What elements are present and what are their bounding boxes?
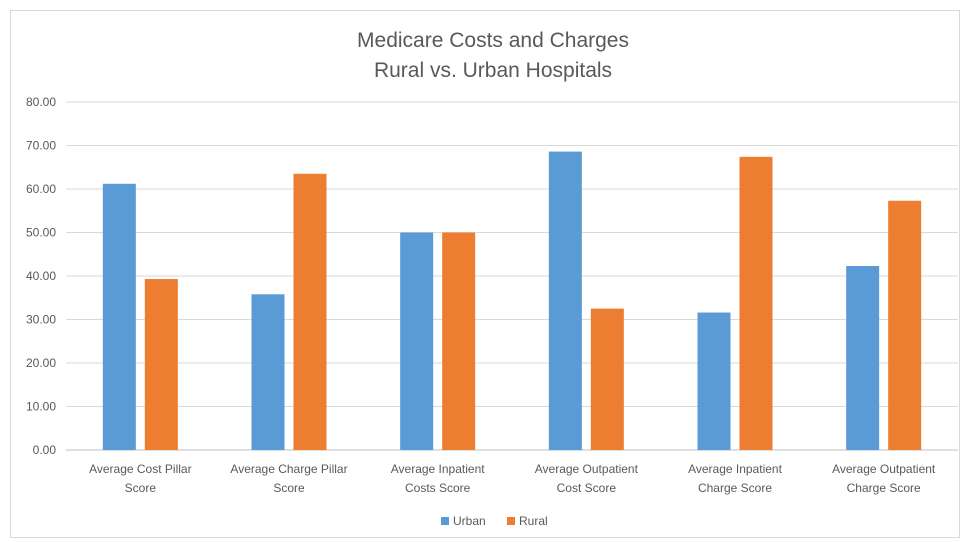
- legend: Urban Rural: [441, 514, 548, 528]
- bar-urban: [400, 232, 434, 450]
- bar-urban: [697, 312, 731, 450]
- x-category-label: Average Outpatient: [832, 462, 936, 476]
- chart-title: Medicare Costs and Charges: [357, 29, 629, 52]
- y-tick-label: 20.00: [26, 356, 56, 370]
- bar-rural: [590, 308, 624, 450]
- y-tick-label: 40.00: [26, 269, 56, 283]
- legend-label-rural: Rural: [519, 514, 548, 528]
- bar-rural: [739, 156, 773, 450]
- x-category-label: Charge Score: [698, 481, 772, 495]
- y-tick-label: 50.00: [26, 226, 56, 240]
- x-axis-categories: Average Cost Pillar Score Average Charge P…: [89, 462, 936, 495]
- x-category-label: Cost Score: [557, 481, 617, 495]
- y-tick-label: 60.00: [26, 182, 56, 196]
- y-tick-label: 70.00: [26, 139, 56, 153]
- bar-rural: [293, 173, 327, 450]
- x-category-label: Average Charge Pillar: [230, 462, 347, 476]
- y-axis-ticks: 0.00 10.00 20.00 30.00 40.00 50.00 60.00 70.00 8…: [26, 95, 56, 457]
- y-tick-label: 30.00: [26, 313, 56, 327]
- x-category-label: Average Inpatient: [391, 462, 486, 476]
- x-category-label: Average Outpatient: [535, 462, 639, 476]
- y-tick-label: 0.00: [33, 443, 57, 457]
- x-category-label: Average Cost Pillar: [89, 462, 192, 476]
- bars: [102, 151, 922, 450]
- bar-urban: [102, 183, 136, 450]
- bar-rural: [888, 200, 922, 450]
- chart-subtitle: Rural vs. Urban Hospitals: [374, 59, 612, 82]
- y-tick-label: 80.00: [26, 95, 56, 109]
- legend-swatch-rural: [507, 517, 515, 525]
- bar-urban: [251, 294, 285, 450]
- x-category-label: Score: [125, 481, 157, 495]
- legend-label-urban: Urban: [453, 514, 486, 528]
- x-category-label: Score: [273, 481, 305, 495]
- x-category-label: Average Inpatient: [688, 462, 783, 476]
- bar-rural: [442, 232, 476, 450]
- gridlines: [66, 101, 958, 451]
- bar-urban: [548, 151, 582, 450]
- bar-rural: [144, 279, 178, 450]
- legend-swatch-urban: [441, 517, 449, 525]
- x-category-label: Charge Score: [847, 481, 921, 495]
- bar-urban: [846, 265, 880, 450]
- y-tick-label: 10.00: [26, 400, 56, 414]
- x-category-label: Costs Score: [405, 481, 471, 495]
